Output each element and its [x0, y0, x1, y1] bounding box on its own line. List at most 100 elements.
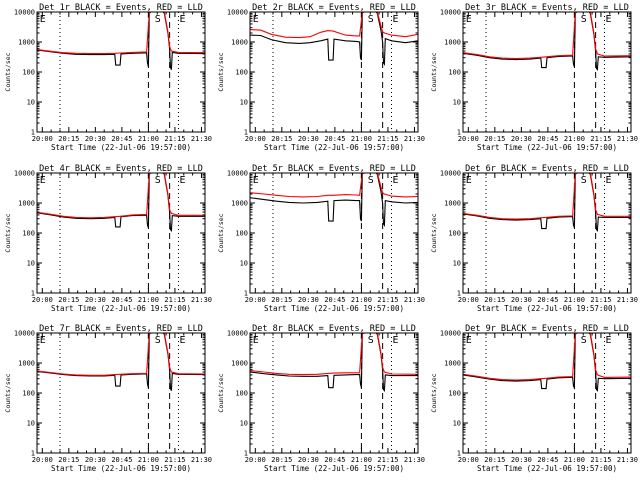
y-tick-label: 10000	[440, 330, 461, 338]
y-tick-label: 10000	[440, 9, 461, 17]
y-tick-label: 10	[240, 99, 248, 107]
panel-9: Det 9r BLACK = Events, RED = LLD 1 10 100 10…	[430, 324, 638, 473]
x-tick-label: 21:00	[564, 296, 585, 304]
y-tick-label: 100	[22, 230, 35, 238]
y-tick-label: 1000	[444, 360, 461, 368]
x-tick-label: 20:15	[271, 456, 292, 464]
event-marker: E	[392, 175, 398, 186]
x-tick-label: 21:30	[617, 135, 638, 143]
panel-title: Det 6r BLACK = Events, RED = LLD	[465, 164, 629, 174]
event-marker: E	[392, 14, 398, 25]
x-tick-label: 20:45	[537, 456, 558, 464]
x-tick-label: 20:00	[458, 456, 479, 464]
series-events	[250, 333, 418, 392]
y-tick-label: 10000	[14, 170, 35, 178]
y-axis-label: Counts/sec	[430, 52, 438, 91]
event-marker: S	[368, 14, 374, 25]
x-tick-label: 20:15	[58, 135, 79, 143]
x-tick-label: 20:00	[32, 456, 53, 464]
y-tick-label: 10	[27, 99, 35, 107]
panel-title: Det 4r BLACK = Events, RED = LLD	[39, 164, 203, 174]
x-tick-label: 21:30	[404, 135, 425, 143]
x-tick-label: 20:15	[484, 296, 505, 304]
y-axis-label: Counts/sec	[217, 213, 225, 252]
y-tick-label: 100	[235, 230, 248, 238]
y-tick-label: 1	[31, 129, 35, 137]
panel-title: Det 9r BLACK = Events, RED = LLD	[465, 324, 629, 334]
x-tick-label: 20:30	[511, 135, 532, 143]
x-tick-label: 20:30	[85, 296, 106, 304]
y-tick-label: 100	[22, 69, 35, 77]
y-tick-label: 1	[31, 450, 35, 458]
x-axis-label: Start Time (22-Jul-06 19:57:00)	[477, 304, 617, 313]
x-axis-label: Start Time (22-Jul-06 19:57:00)	[477, 143, 617, 152]
event-marker: E	[40, 335, 46, 346]
plot-frame	[249, 11, 419, 133]
y-tick-label: 1	[244, 450, 248, 458]
x-tick-label: 20:00	[458, 296, 479, 304]
y-tick-label: 1000	[18, 200, 35, 208]
x-axis-label: Start Time (22-Jul-06 19:57:00)	[264, 143, 404, 152]
x-tick-label: 21:00	[351, 456, 372, 464]
event-marker: E	[179, 175, 185, 186]
panel-title: Det 2r BLACK = Events, RED = LLD	[252, 3, 416, 13]
y-tick-label: 1000	[231, 39, 248, 47]
y-axis-label: Counts/sec	[217, 373, 225, 412]
x-axis-label: Start Time (22-Jul-06 19:57:00)	[477, 464, 617, 473]
y-tick-label: 1	[31, 290, 35, 298]
event-marker: E	[253, 335, 259, 346]
plot-frame	[249, 332, 419, 454]
x-axis-label: Start Time (22-Jul-06 19:57:00)	[51, 143, 191, 152]
x-tick-label: 21:15	[164, 135, 185, 143]
x-tick-label: 21:00	[351, 135, 372, 143]
y-tick-label: 10	[240, 260, 248, 268]
plot-frame	[249, 172, 419, 294]
x-axis-label: Start Time (22-Jul-06 19:57:00)	[51, 304, 191, 313]
event-marker: S	[581, 335, 587, 346]
event-marker: E	[40, 14, 46, 25]
y-tick-label: 1	[457, 290, 461, 298]
event-marker: E	[392, 335, 398, 346]
panel-title: Det 8r BLACK = Events, RED = LLD	[252, 324, 416, 334]
series-lld	[37, 333, 205, 376]
x-tick-label: 21:30	[191, 296, 212, 304]
x-tick-label: 21:00	[564, 135, 585, 143]
panel-5: Det 5r BLACK = Events, RED = LLD 1 10 100 10…	[217, 164, 425, 313]
x-tick-label: 20:00	[32, 296, 53, 304]
y-tick-label: 1	[457, 450, 461, 458]
y-tick-label: 10000	[227, 9, 248, 17]
x-tick-label: 21:30	[404, 456, 425, 464]
series-lld	[463, 333, 631, 381]
event-marker: S	[581, 175, 587, 186]
y-tick-label: 10000	[227, 170, 248, 178]
x-tick-label: 20:00	[458, 135, 479, 143]
y-axis-label: Counts/sec	[430, 213, 438, 252]
x-tick-label: 20:15	[58, 296, 79, 304]
x-tick-label: 20:15	[271, 135, 292, 143]
series-events	[250, 12, 418, 66]
x-tick-label: 20:45	[537, 296, 558, 304]
y-axis-label: Counts/sec	[4, 373, 12, 412]
panel-1: Det 1r BLACK = Events, RED = LLD 1 10 100 10…	[4, 3, 212, 152]
event-marker: E	[466, 175, 472, 186]
x-axis-label: Start Time (22-Jul-06 19:57:00)	[51, 464, 191, 473]
x-tick-label: 20:45	[324, 456, 345, 464]
x-tick-label: 20:00	[245, 296, 266, 304]
event-marker: E	[179, 335, 185, 346]
panel-title: Det 1r BLACK = Events, RED = LLD	[39, 3, 203, 13]
y-axis-label: Counts/sec	[217, 52, 225, 91]
event-marker: E	[466, 335, 472, 346]
x-tick-label: 20:30	[298, 296, 319, 304]
event-marker: E	[253, 175, 259, 186]
x-tick-label: 21:15	[590, 456, 611, 464]
y-tick-label: 10000	[14, 9, 35, 17]
x-tick-label: 20:00	[32, 135, 53, 143]
x-tick-label: 21:15	[164, 296, 185, 304]
event-marker: E	[40, 175, 46, 186]
series-events	[463, 173, 631, 232]
x-tick-label: 20:30	[85, 135, 106, 143]
event-marker: E	[466, 14, 472, 25]
panel-2: Det 2r BLACK = Events, RED = LLD 1 10 100 10…	[217, 3, 425, 152]
x-tick-label: 21:00	[138, 135, 159, 143]
series-events	[463, 12, 631, 71]
